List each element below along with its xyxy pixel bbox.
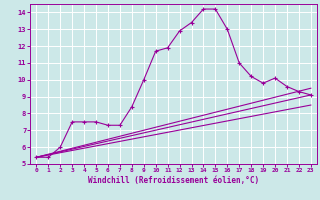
X-axis label: Windchill (Refroidissement éolien,°C): Windchill (Refroidissement éolien,°C) [88, 176, 259, 185]
